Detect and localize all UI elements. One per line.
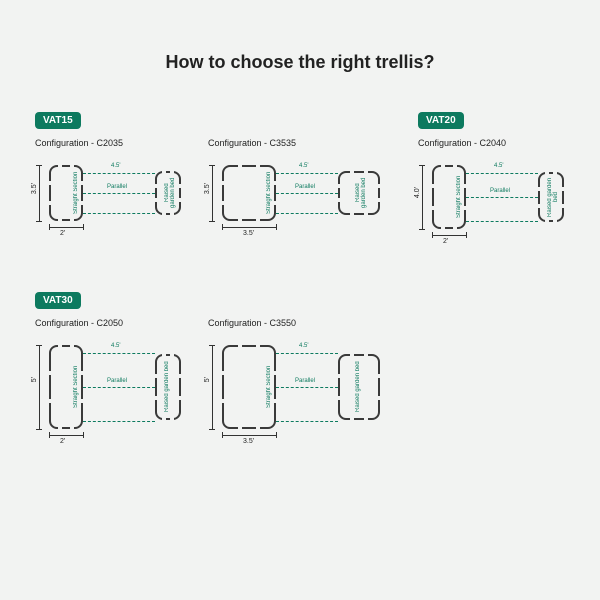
dim-line	[222, 435, 276, 436]
dim-line	[212, 165, 213, 221]
model-badge: VAT15	[35, 112, 81, 129]
straight-section-label: Straight Section	[266, 349, 272, 425]
dim-height: 5'	[204, 377, 211, 382]
parallel-label: Parallel	[295, 184, 315, 190]
parallel-line	[83, 193, 155, 194]
dim-height: 3.5'	[31, 183, 38, 194]
config-label: Configuration - C2035	[35, 138, 123, 148]
straight-section-label: Straight Section	[73, 349, 79, 425]
span-line	[466, 173, 538, 174]
page-title: How to choose the right trellis?	[0, 52, 600, 73]
parallel-label: Parallel	[490, 188, 510, 194]
dim-line	[212, 345, 213, 429]
raised-bed-label: Raised garden bed	[547, 175, 559, 219]
config-label: Configuration - C2040	[418, 138, 506, 148]
span-line	[83, 353, 155, 354]
dim-width: 2'	[60, 438, 65, 445]
span-line-bottom	[466, 221, 538, 222]
config-label: Configuration - C3535	[208, 138, 296, 148]
config-label: Configuration - C3550	[208, 318, 296, 328]
dim-line	[49, 227, 83, 228]
straight-section-label: Straight Section	[266, 169, 272, 217]
dim-line	[422, 165, 423, 229]
straight-section-label: Straight Section	[456, 169, 462, 225]
parallel-label: Parallel	[107, 378, 127, 384]
dim-line	[222, 227, 276, 228]
span-line	[276, 353, 338, 354]
raised-bed-label: Raised garden bed	[164, 174, 176, 212]
span-label: 4.5'	[299, 163, 309, 169]
span-line	[276, 173, 338, 174]
raised-bed-label: Raised garden bed	[164, 357, 170, 417]
span-line-bottom	[83, 213, 155, 214]
parallel-line	[83, 387, 155, 388]
raised-bed-label: Raised garden bed	[355, 357, 361, 417]
config-label: Configuration - C2050	[35, 318, 123, 328]
dim-width: 2'	[443, 238, 448, 245]
parallel-line	[276, 387, 338, 388]
parallel-line	[466, 197, 538, 198]
span-label: 4.5'	[111, 163, 121, 169]
raised-bed-label: Raised garden bed	[355, 174, 367, 212]
span-label: 4.5'	[299, 343, 309, 349]
span-label: 4.5'	[111, 343, 121, 349]
dim-line	[39, 165, 40, 221]
dim-line	[39, 345, 40, 429]
dim-width: 3.5'	[243, 438, 254, 445]
straight-section-label: Straight Section	[73, 169, 79, 217]
parallel-label: Parallel	[107, 184, 127, 190]
span-label: 4.5'	[494, 163, 504, 169]
dim-height: 3.5'	[204, 183, 211, 194]
dim-height: 5'	[31, 377, 38, 382]
dim-width: 3.5'	[243, 230, 254, 237]
model-badge: VAT30	[35, 292, 81, 309]
parallel-label: Parallel	[295, 378, 315, 384]
dim-line	[49, 435, 83, 436]
span-line-bottom	[276, 421, 338, 422]
model-badge: VAT20	[418, 112, 464, 129]
dim-line	[432, 235, 466, 236]
dim-width: 2'	[60, 230, 65, 237]
span-line	[83, 173, 155, 174]
span-line-bottom	[276, 213, 338, 214]
span-line-bottom	[83, 421, 155, 422]
parallel-line	[276, 193, 338, 194]
dim-height: 4.0'	[414, 187, 421, 198]
